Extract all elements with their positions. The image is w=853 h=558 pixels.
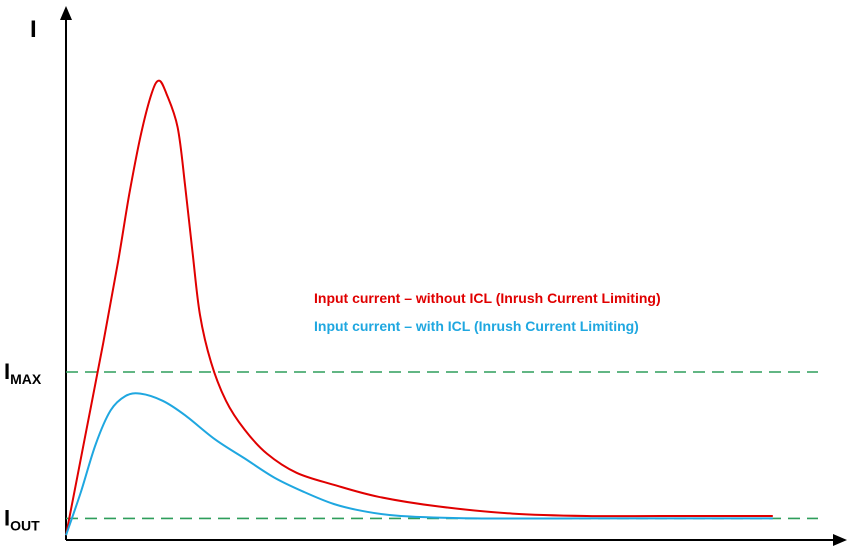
x-axis-arrow-icon (833, 534, 847, 546)
legend-label-without-icl: Input current – without ICL (Inrush Curr… (314, 290, 661, 306)
legend-label-with-icl: Input current – with ICL (Inrush Current… (314, 318, 639, 334)
series-layer (65, 79, 773, 536)
marker-label-out: IOUT (4, 505, 40, 533)
marker-lines: IMAX IOUT (4, 359, 818, 533)
marker-label-max: IMAX (4, 359, 42, 387)
series-line-with-icl (65, 392, 773, 536)
y-axis-arrow-icon (60, 6, 72, 20)
series-line-without-icl (65, 79, 773, 536)
y-axis-label: I (30, 16, 37, 43)
